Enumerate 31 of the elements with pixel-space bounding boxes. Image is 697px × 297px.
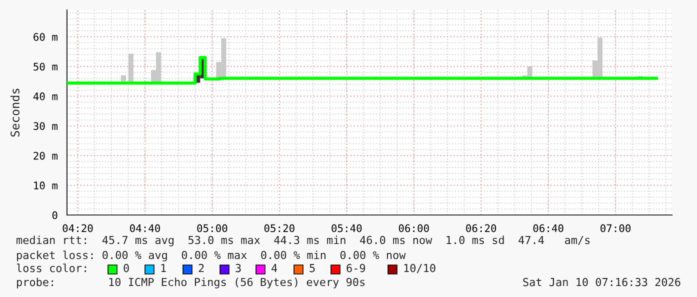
x-tick-label: 06:00 bbox=[398, 224, 429, 232]
y-tick-label: 0 bbox=[52, 211, 58, 220]
x-tick-label: 06:20 bbox=[466, 224, 496, 232]
text: 0 bbox=[124, 264, 129, 272]
y-tick-label: 60 m bbox=[34, 32, 58, 41]
y-tick-label: 10 m bbox=[34, 182, 58, 190]
text: 3 bbox=[236, 264, 241, 272]
text: 2 bbox=[198, 264, 204, 272]
y-tick-label: 50 m bbox=[34, 62, 58, 71]
text: median rtt: 45.7 ms avg 53.0 ms max 44.3 ms min 46.0 ms now 1.0 ms sd 47.4 am/s bbox=[16, 236, 590, 246]
text: 5 bbox=[310, 264, 315, 272]
x-tick-label: 05:20 bbox=[264, 224, 294, 232]
x-tick-label: 05:00 bbox=[197, 224, 228, 232]
text: 10/10 bbox=[404, 264, 436, 274]
text: probe: bbox=[17, 278, 53, 288]
text: 4 bbox=[272, 264, 278, 272]
x-tick-label: 04:20 bbox=[62, 224, 93, 232]
x-tick-label: 05:40 bbox=[332, 224, 362, 232]
x-tick-label: 07:00 bbox=[600, 224, 631, 232]
text: loss color: bbox=[16, 264, 86, 272]
text: 1 bbox=[161, 264, 166, 272]
y-tick-label: 20 m bbox=[34, 152, 58, 160]
y-tick-label: 30 m bbox=[34, 122, 58, 130]
y-axis-title: Seconds bbox=[10, 88, 20, 137]
x-tick-label: 04:40 bbox=[130, 224, 160, 232]
text: 10 ICMP Echo Pings (56 Bytes) every 90s bbox=[109, 278, 365, 288]
y-tick-label: 40 m bbox=[33, 92, 58, 100]
text: Sat Jan 10 07:16:33 2026 bbox=[523, 278, 680, 286]
text: 6-9 bbox=[346, 264, 366, 272]
x-tick-label: 06:40 bbox=[533, 224, 564, 232]
text: packet loss: 0.00 % avg 0.00 % max 0.00 % min 0.00 % now bbox=[17, 250, 406, 262]
